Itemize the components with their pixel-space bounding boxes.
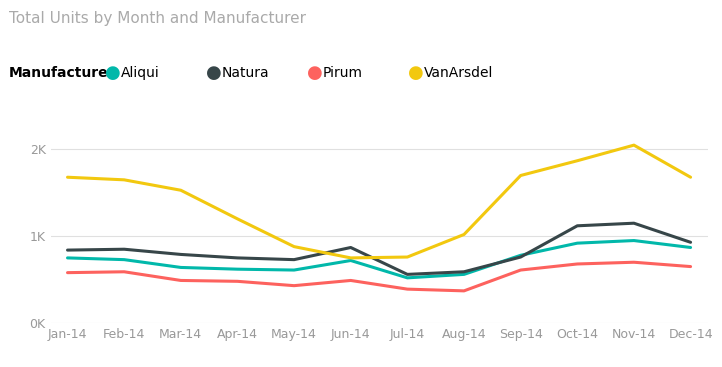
Text: ●: ● (408, 64, 424, 83)
Natura (347, 245, 355, 250)
VanArsdel (460, 232, 469, 237)
Aliqui (233, 267, 242, 271)
Pirum (516, 268, 525, 272)
VanArsdel (686, 175, 695, 179)
VanArsdel (347, 256, 355, 260)
Pirum (290, 283, 298, 288)
Text: Pirum: Pirum (323, 66, 362, 80)
Aliqui (120, 257, 129, 262)
Text: Total Units by Month and Manufacturer: Total Units by Month and Manufacturer (9, 11, 305, 26)
Natura (573, 224, 582, 228)
Pirum (630, 260, 638, 265)
VanArsdel (120, 178, 129, 182)
Natura (516, 255, 525, 259)
Text: Aliqui: Aliqui (121, 66, 160, 80)
Text: Natura: Natura (222, 66, 269, 80)
Aliqui (516, 253, 525, 258)
Natura (686, 240, 695, 244)
VanArsdel (403, 255, 412, 259)
Aliqui (347, 258, 355, 263)
Natura (460, 270, 469, 274)
Natura (403, 272, 412, 277)
Pirum (573, 262, 582, 266)
Natura (233, 256, 242, 260)
Line: Natura: Natura (68, 223, 690, 275)
VanArsdel (233, 217, 242, 221)
Pirum (347, 278, 355, 283)
Aliqui (64, 256, 72, 260)
VanArsdel (64, 175, 72, 179)
Pirum (120, 270, 129, 274)
Aliqui (403, 276, 412, 280)
Natura (176, 252, 185, 257)
Text: Manufacturer: Manufacturer (9, 66, 116, 80)
VanArsdel (630, 143, 638, 147)
Line: VanArsdel: VanArsdel (68, 145, 690, 258)
Natura (64, 248, 72, 252)
Pirum (233, 279, 242, 284)
Aliqui (176, 265, 185, 270)
Aliqui (630, 238, 638, 243)
Aliqui (460, 272, 469, 277)
Pirum (686, 264, 695, 269)
VanArsdel (176, 188, 185, 192)
Natura (120, 247, 129, 251)
Text: VanArsdel: VanArsdel (424, 66, 493, 80)
VanArsdel (573, 159, 582, 163)
Aliqui (290, 268, 298, 272)
Natura (290, 257, 298, 262)
Natura (630, 221, 638, 225)
Pirum (403, 287, 412, 291)
Pirum (64, 270, 72, 275)
Pirum (460, 289, 469, 293)
VanArsdel (290, 244, 298, 249)
Line: Aliqui: Aliqui (68, 240, 690, 278)
Text: ●: ● (206, 64, 222, 83)
Aliqui (573, 241, 582, 246)
Text: ●: ● (307, 64, 323, 83)
Aliqui (686, 245, 695, 250)
Text: ●: ● (105, 64, 121, 83)
Pirum (176, 278, 185, 283)
Line: Pirum: Pirum (68, 262, 690, 291)
VanArsdel (516, 173, 525, 178)
